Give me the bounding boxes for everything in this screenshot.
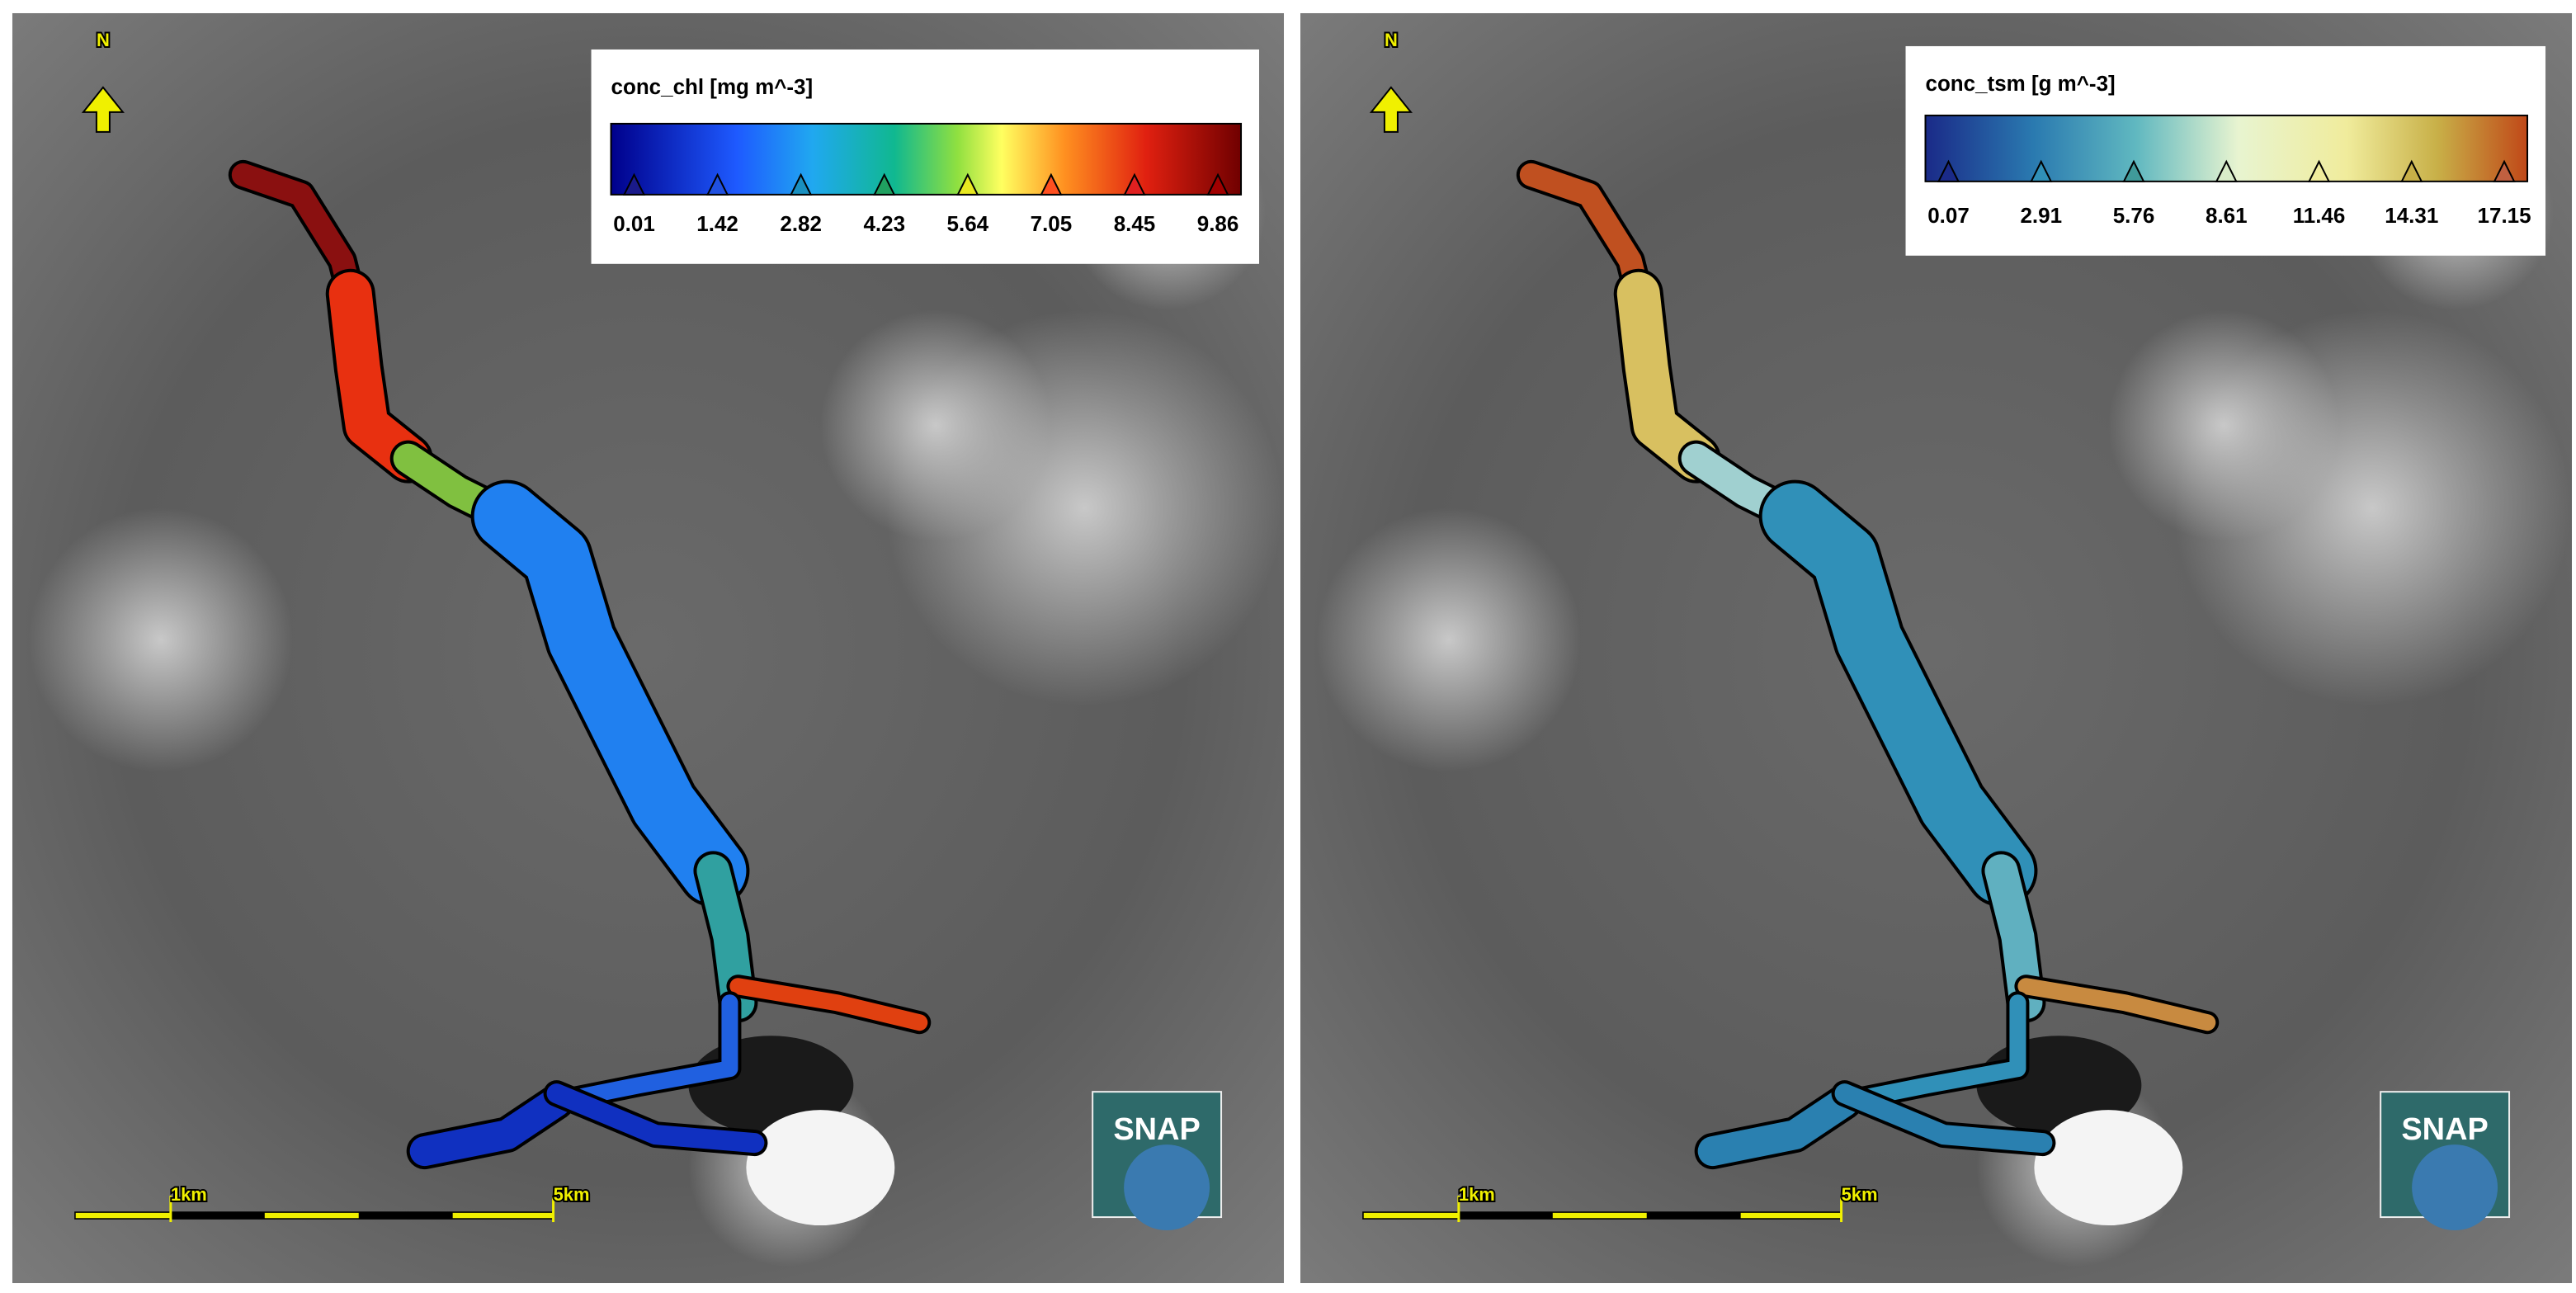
legend-color-bar bbox=[610, 122, 1243, 196]
legend-tick-marker bbox=[1040, 172, 1063, 196]
cloud bbox=[746, 1110, 895, 1226]
legend-tick-label: 9.86 bbox=[1197, 211, 1239, 236]
north-label: N bbox=[97, 30, 110, 50]
legend-tick-label: 4.23 bbox=[863, 211, 905, 236]
snap-logo-globe bbox=[2412, 1144, 2498, 1231]
legend-tick-label: 0.07 bbox=[1927, 203, 1970, 228]
legend-tick-marker bbox=[622, 172, 646, 196]
reservoir-water bbox=[1836, 994, 2026, 1111]
color-legend: conc_tsm [g m^-3] 0.07 2.91 5.76 8.61 11.46 14… bbox=[1905, 45, 2546, 256]
legend-tick-label: 2.91 bbox=[2020, 203, 2062, 228]
scale-bar bbox=[74, 1211, 554, 1220]
bright-field bbox=[820, 309, 1052, 541]
legend-tick-marker bbox=[1937, 159, 1960, 182]
legend-tick-marker bbox=[2400, 159, 2423, 182]
reservoir-water bbox=[546, 1083, 765, 1154]
reservoir-water bbox=[729, 978, 928, 1031]
legend-tick-label: 0.01 bbox=[613, 211, 655, 236]
reservoir-water bbox=[409, 1087, 572, 1167]
bright-field bbox=[2108, 309, 2340, 541]
legend-tick-marker bbox=[790, 172, 813, 196]
legend-title: conc_tsm [g m^-3] bbox=[1926, 71, 2116, 96]
scale-bar-segment bbox=[358, 1212, 453, 1220]
legend-tick-marker bbox=[2030, 159, 2053, 182]
color-legend: conc_chl [mg m^-3] 0.01 1.42 2.82 4.23 5.64 7.… bbox=[591, 49, 1260, 264]
snap-logo-globe bbox=[1124, 1144, 1210, 1231]
scale-bar-segment bbox=[170, 1212, 265, 1220]
bright-field bbox=[1316, 507, 1581, 772]
legend-tick-marker bbox=[2122, 159, 2145, 182]
legend-tick-label: 14.31 bbox=[2385, 203, 2438, 228]
legend-tick-label: 8.45 bbox=[1114, 211, 1156, 236]
legend-tick-label: 2.82 bbox=[780, 211, 822, 236]
reservoir-water bbox=[1834, 1083, 2053, 1154]
scale-bar-segment bbox=[1458, 1212, 1553, 1220]
legend-tick-label: 1.42 bbox=[696, 211, 738, 236]
legend-tick-label: 5.64 bbox=[947, 211, 989, 236]
legend-tick-label: 7.05 bbox=[1031, 211, 1073, 236]
reservoir-water bbox=[328, 271, 430, 480]
legend-tick-marker bbox=[705, 172, 729, 196]
legend-tick-label: 5.76 bbox=[2113, 203, 2155, 228]
legend-tick-marker bbox=[956, 172, 979, 196]
legend-tick-marker bbox=[1123, 172, 1146, 196]
snap-logo-text: SNAP bbox=[1113, 1112, 1201, 1147]
reservoir-water bbox=[1697, 1087, 1860, 1167]
legend-tick-marker bbox=[873, 172, 896, 196]
legend-tick-marker bbox=[2493, 159, 2516, 182]
north-arrow bbox=[1369, 86, 1413, 133]
legend-tick-label: 17.15 bbox=[2478, 203, 2531, 228]
legend-tick-marker bbox=[2307, 159, 2331, 182]
legend-tick-marker bbox=[2215, 159, 2238, 182]
scale-bar-segment bbox=[1646, 1212, 1741, 1220]
legend-tick-marker bbox=[1206, 172, 1229, 196]
cloud bbox=[2034, 1110, 2183, 1226]
scale-label: 1km bbox=[171, 1184, 207, 1205]
snap-logo-text: SNAP bbox=[2401, 1112, 2488, 1147]
legend-tick-label: 8.61 bbox=[2206, 203, 2248, 228]
north-arrow bbox=[81, 86, 125, 133]
scale-bar bbox=[1362, 1211, 1842, 1220]
legend-title: conc_chl [mg m^-3] bbox=[611, 74, 814, 99]
north-label: N bbox=[1385, 30, 1398, 50]
reservoir-water bbox=[2017, 978, 2216, 1031]
reservoir-water bbox=[548, 994, 738, 1111]
legend-tick-label: 11.46 bbox=[2293, 203, 2346, 228]
scale-label: 5km bbox=[554, 1184, 590, 1205]
reservoir-water bbox=[1762, 483, 2035, 904]
bright-field bbox=[28, 507, 293, 772]
scale-label: 5km bbox=[1842, 1184, 1878, 1205]
scale-label: 1km bbox=[1459, 1184, 1495, 1205]
reservoir-water bbox=[474, 483, 747, 904]
reservoir-water bbox=[1616, 271, 1718, 480]
